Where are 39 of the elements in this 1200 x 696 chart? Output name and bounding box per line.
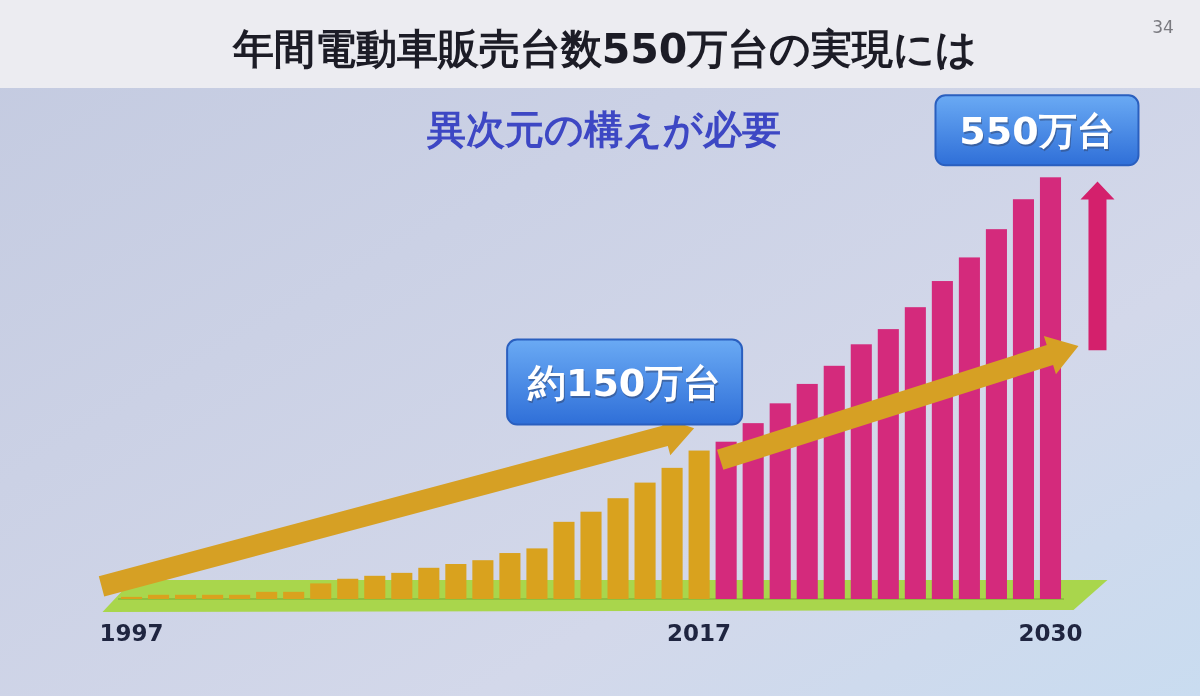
bar: [175, 594, 197, 599]
bar: [445, 564, 467, 599]
bar: [634, 482, 656, 599]
bar: [310, 583, 332, 599]
bar: [661, 467, 683, 599]
x-tick-label: 2017: [667, 620, 732, 646]
bar: [526, 548, 548, 599]
chart-title: 年間電動車販売台数550万台の実現には: [231, 25, 978, 73]
bar: [688, 450, 710, 599]
bar: [229, 594, 251, 599]
bar: [499, 553, 521, 599]
bar: [283, 591, 305, 599]
bar: [607, 498, 629, 599]
text: 34: [1152, 17, 1174, 37]
bar: [120, 596, 143, 599]
bar: [418, 567, 440, 599]
bar: [904, 307, 926, 599]
annotation: 約150万台: [527, 363, 723, 408]
bar: [1012, 199, 1034, 599]
bar: [364, 575, 386, 599]
bar: [256, 591, 278, 599]
bar: [148, 594, 170, 599]
bar: [337, 578, 359, 599]
bar: [877, 329, 899, 599]
x-tick-label: 2030: [1018, 620, 1083, 646]
chart-subtitle: 異次元の構えが必要: [427, 107, 781, 152]
bar: [391, 572, 413, 599]
bar: [580, 511, 602, 599]
bar: [202, 594, 224, 599]
bar: [958, 257, 980, 599]
bar: [1039, 177, 1062, 599]
bar: [931, 281, 953, 599]
bar: [553, 521, 575, 599]
bar: [472, 560, 494, 599]
bar: [985, 229, 1007, 599]
x-tick-label: 1997: [99, 620, 164, 646]
bar: [850, 344, 872, 599]
annotation: 550万台: [960, 111, 1116, 156]
bar: [823, 365, 845, 599]
